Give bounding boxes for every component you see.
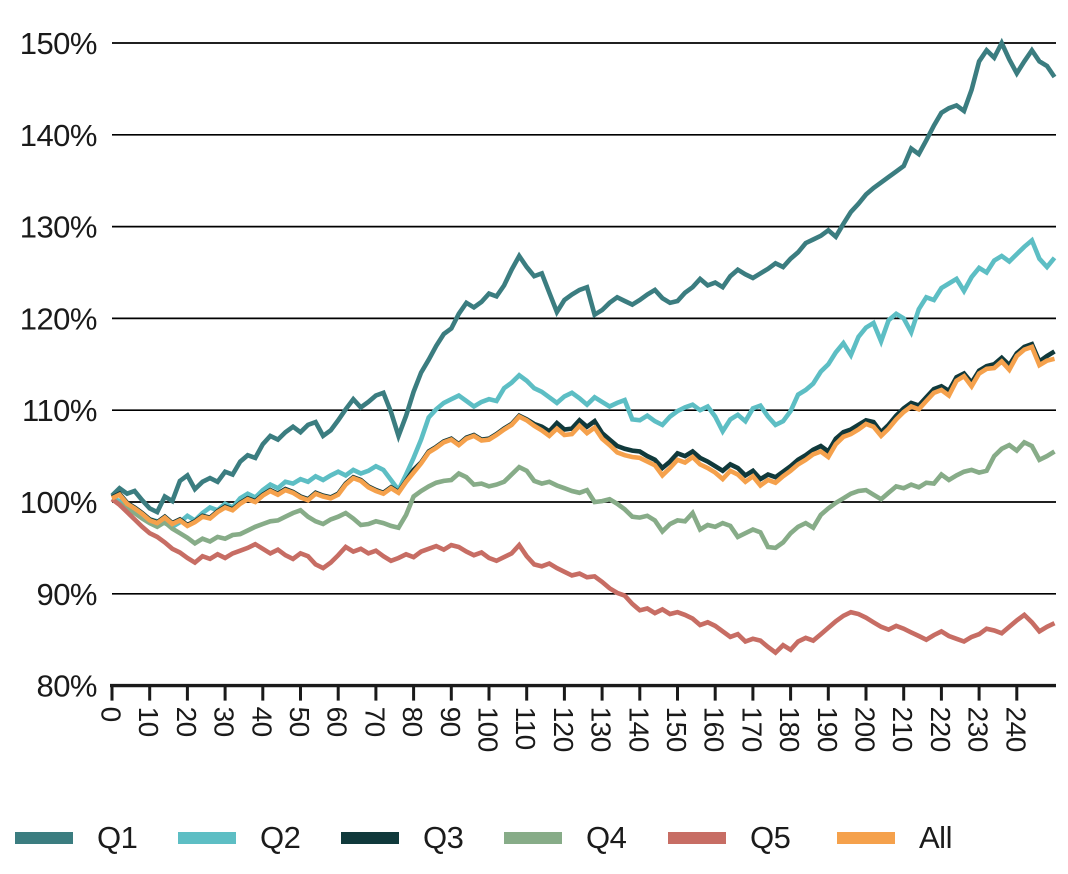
legend-label-q2: Q2 xyxy=(260,820,301,855)
legend-label-q1: Q1 xyxy=(97,820,138,855)
legend-item-q4: Q4 xyxy=(504,818,627,858)
series-line-q1 xyxy=(110,37,1057,516)
legend-swatch-q1 xyxy=(15,832,73,844)
series-line-all xyxy=(111,343,1056,529)
x-tick-label-120: 120 xyxy=(548,707,579,752)
legend-label-q4: Q4 xyxy=(586,820,627,855)
legend-item-q5: Q5 xyxy=(668,818,791,858)
y-tick-label-90: 90% xyxy=(36,577,97,612)
series-line-q5 xyxy=(110,497,1056,656)
y-tick-label-80: 80% xyxy=(36,669,97,704)
legend-swatch-q5 xyxy=(668,832,726,844)
legend-swatch-all xyxy=(837,832,895,844)
x-tick-label-70: 70 xyxy=(359,707,390,737)
x-tick-label-160: 160 xyxy=(699,707,730,752)
y-tick-label-140: 140% xyxy=(20,118,97,153)
y-tick-label-120: 120% xyxy=(20,301,97,336)
y-tick-label-100: 100% xyxy=(20,485,97,520)
x-tick-label-40: 40 xyxy=(246,707,277,737)
legend-label-all: All xyxy=(919,820,952,855)
x-tick-label-240: 240 xyxy=(1000,707,1031,752)
y-tick-label-130: 130% xyxy=(20,210,97,245)
x-tick-label-210: 210 xyxy=(887,707,918,752)
x-tick-label-90: 90 xyxy=(435,707,466,737)
x-tick-label-60: 60 xyxy=(322,707,353,737)
x-tick-label-20: 20 xyxy=(171,707,202,737)
legend-item-q2: Q2 xyxy=(178,818,301,858)
x-tick-label-200: 200 xyxy=(850,707,881,752)
legend-item-q1: Q1 xyxy=(15,818,138,858)
x-tick-label-0: 0 xyxy=(96,707,127,722)
x-tick-label-80: 80 xyxy=(397,707,428,737)
x-tick-label-110: 110 xyxy=(510,707,541,750)
x-tick-label-100: 100 xyxy=(473,707,504,752)
legend-swatch-q3 xyxy=(341,832,399,844)
series-line-q2 xyxy=(111,236,1057,530)
x-tick-label-230: 230 xyxy=(963,707,994,752)
chart-legend: Q1 Q2 Q3 Q4 Q5 All xyxy=(0,818,1068,862)
x-tick-label-130: 130 xyxy=(586,707,617,752)
x-tick-label-180: 180 xyxy=(774,707,805,752)
legend-label-q5: Q5 xyxy=(750,820,791,855)
y-tick-label-150: 150% xyxy=(20,26,97,61)
y-tick-label-110: 110% xyxy=(22,393,97,428)
x-tick-label-140: 140 xyxy=(623,707,654,752)
x-tick-label-220: 220 xyxy=(925,707,956,752)
x-tick-label-10: 10 xyxy=(133,707,164,737)
chart-canvas: 150% 140% 130% 120% 110% 100% 90% 80% 0 10 20 30 40 5… xyxy=(20,26,1057,752)
series-line-q4 xyxy=(110,439,1056,551)
legend-swatch-q2 xyxy=(178,832,236,844)
legend-item-q3: Q3 xyxy=(341,818,464,858)
x-tick-label-170: 170 xyxy=(736,707,767,752)
x-tick-label-30: 30 xyxy=(209,707,240,737)
x-tick-label-190: 190 xyxy=(812,707,843,752)
legend-swatch-q4 xyxy=(504,832,562,844)
legend-label-q3: Q3 xyxy=(423,820,464,855)
legend-item-all: All xyxy=(837,818,952,858)
x-tick-label-150: 150 xyxy=(661,707,692,752)
x-tick-label-50: 50 xyxy=(284,707,315,737)
